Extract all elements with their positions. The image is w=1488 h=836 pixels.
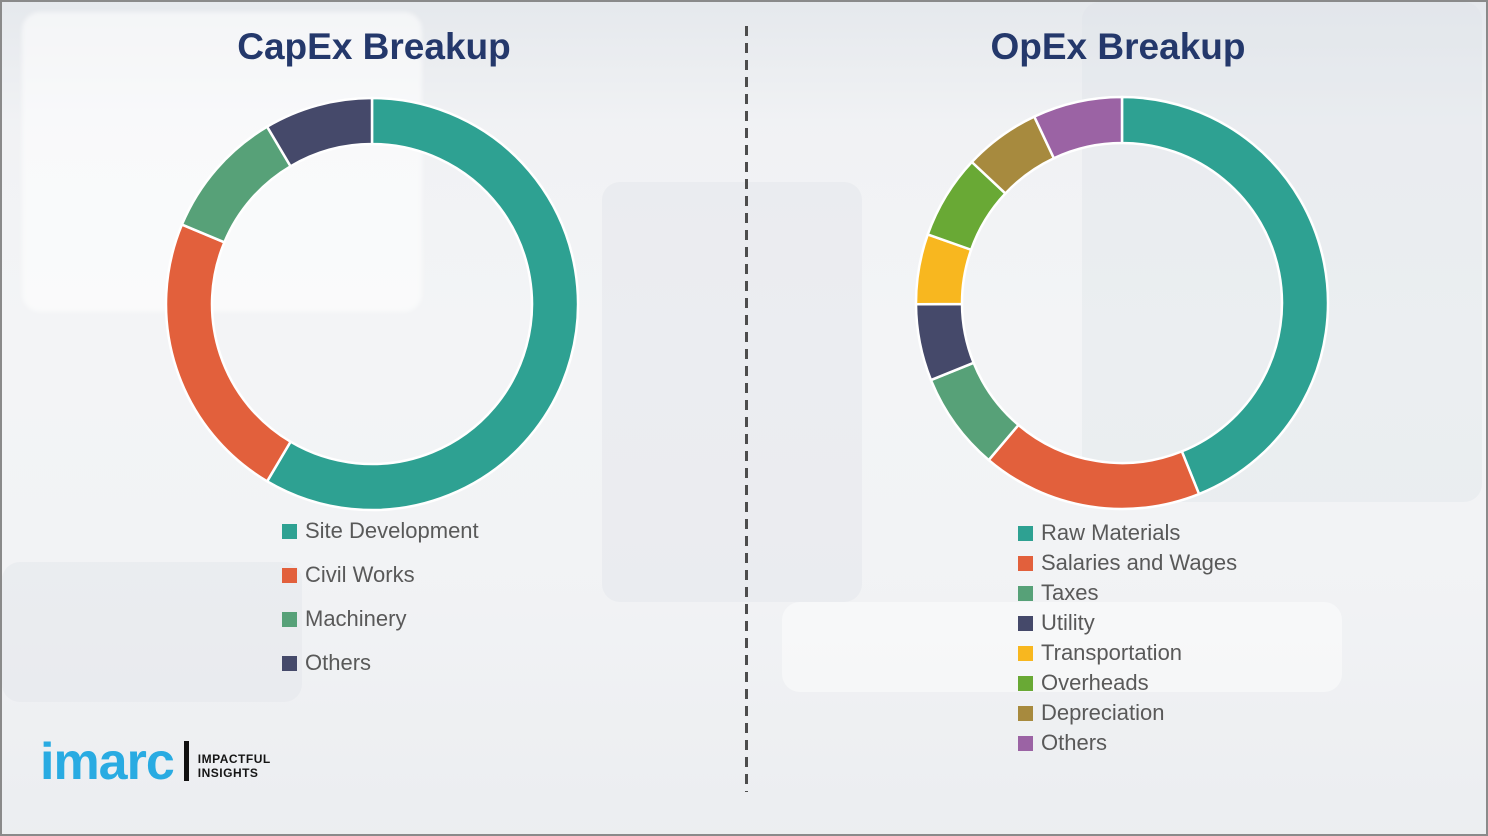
- legend-label: Civil Works: [305, 562, 415, 587]
- legend-label: Machinery: [305, 606, 407, 631]
- legend-label: Transportation: [1041, 640, 1183, 665]
- legend-label: Salaries and Wages: [1041, 550, 1238, 575]
- legend-label: Site Development: [305, 518, 479, 543]
- legend-label: Others: [305, 650, 372, 675]
- imarc-tagline-line1: IMPACTFUL: [197, 752, 271, 767]
- legend-swatch-icon: [1018, 645, 1033, 661]
- capex-panel: CapEx Breakup Site Development Civil Work…: [2, 2, 746, 834]
- capex-title: CapEx Breakup: [237, 26, 511, 67]
- imarc-logo-divider-bar: [183, 741, 189, 782]
- donut-segment-others: [265, 96, 374, 168]
- opex-legend: Raw Materials Salaries and Wages Taxes Util…: [1018, 521, 1237, 755]
- legend-item-others: Others: [1018, 731, 1237, 755]
- legend-swatch-icon: [1018, 705, 1033, 721]
- legend-item-utility: Utility: [1018, 611, 1237, 635]
- legend-item-taxes: Taxes: [1018, 581, 1237, 605]
- donut-segment-salaries-and-wages: [987, 423, 1201, 511]
- donut-segment-civil-works: [164, 223, 292, 483]
- legend-swatch-icon: [282, 655, 297, 671]
- legend-label: Taxes: [1041, 580, 1099, 605]
- opex-donut-chart: [910, 91, 1334, 515]
- legend-label: Others: [1041, 730, 1108, 755]
- legend-item-raw-materials: Raw Materials: [1018, 521, 1237, 545]
- legend-label: Depreciation: [1041, 700, 1165, 725]
- donut-segment-others: [1033, 95, 1124, 160]
- legend-item-others: Others: [282, 651, 479, 675]
- legend-swatch-icon: [282, 523, 297, 539]
- legend-item-machinery: Machinery: [282, 607, 479, 631]
- legend-label: Utility: [1041, 610, 1095, 635]
- legend-swatch-icon: [1018, 555, 1033, 571]
- legend-item-overheads: Overheads: [1018, 671, 1237, 695]
- legend-swatch-icon: [1018, 525, 1033, 541]
- imarc-logo: imarc IMPACTFUL INSIGHTS: [40, 733, 271, 791]
- dashed-divider: [745, 26, 748, 792]
- imarc-logo-tagline: IMPACTFUL INSIGHTS: [198, 752, 271, 787]
- legend-swatch-icon: [282, 567, 297, 583]
- donut-segment-raw-materials: [1120, 95, 1330, 496]
- legend-swatch-icon: [1018, 585, 1033, 601]
- legend-label: Overheads: [1041, 670, 1149, 695]
- imarc-tagline-line2: INSIGHTS: [197, 766, 259, 781]
- legend-swatch-icon: [1018, 675, 1033, 691]
- legend-item-depreciation: Depreciation: [1018, 701, 1237, 725]
- legend-label: Raw Materials: [1041, 520, 1181, 545]
- donut-segment-site-development: [265, 96, 580, 512]
- capex-legend: Site Development Civil Works Machinery Othe…: [282, 519, 479, 675]
- legend-swatch-icon: [1018, 615, 1033, 631]
- capex-donut-chart: [160, 92, 584, 516]
- opex-title: OpEx Breakup: [990, 26, 1246, 67]
- donut-segment-machinery: [180, 125, 292, 244]
- legend-item-civil-works: Civil Works: [282, 563, 479, 587]
- legend-item-salaries-and-wages: Salaries and Wages: [1018, 551, 1237, 575]
- legend-item-transportation: Transportation: [1018, 641, 1237, 665]
- imarc-logo-wordmark: imarc: [40, 733, 175, 791]
- legend-item-site-development: Site Development: [282, 519, 479, 543]
- legend-swatch-icon: [282, 611, 297, 627]
- opex-panel: OpEx Breakup Raw Materials Salaries and W…: [746, 2, 1488, 834]
- legend-swatch-icon: [1018, 735, 1033, 751]
